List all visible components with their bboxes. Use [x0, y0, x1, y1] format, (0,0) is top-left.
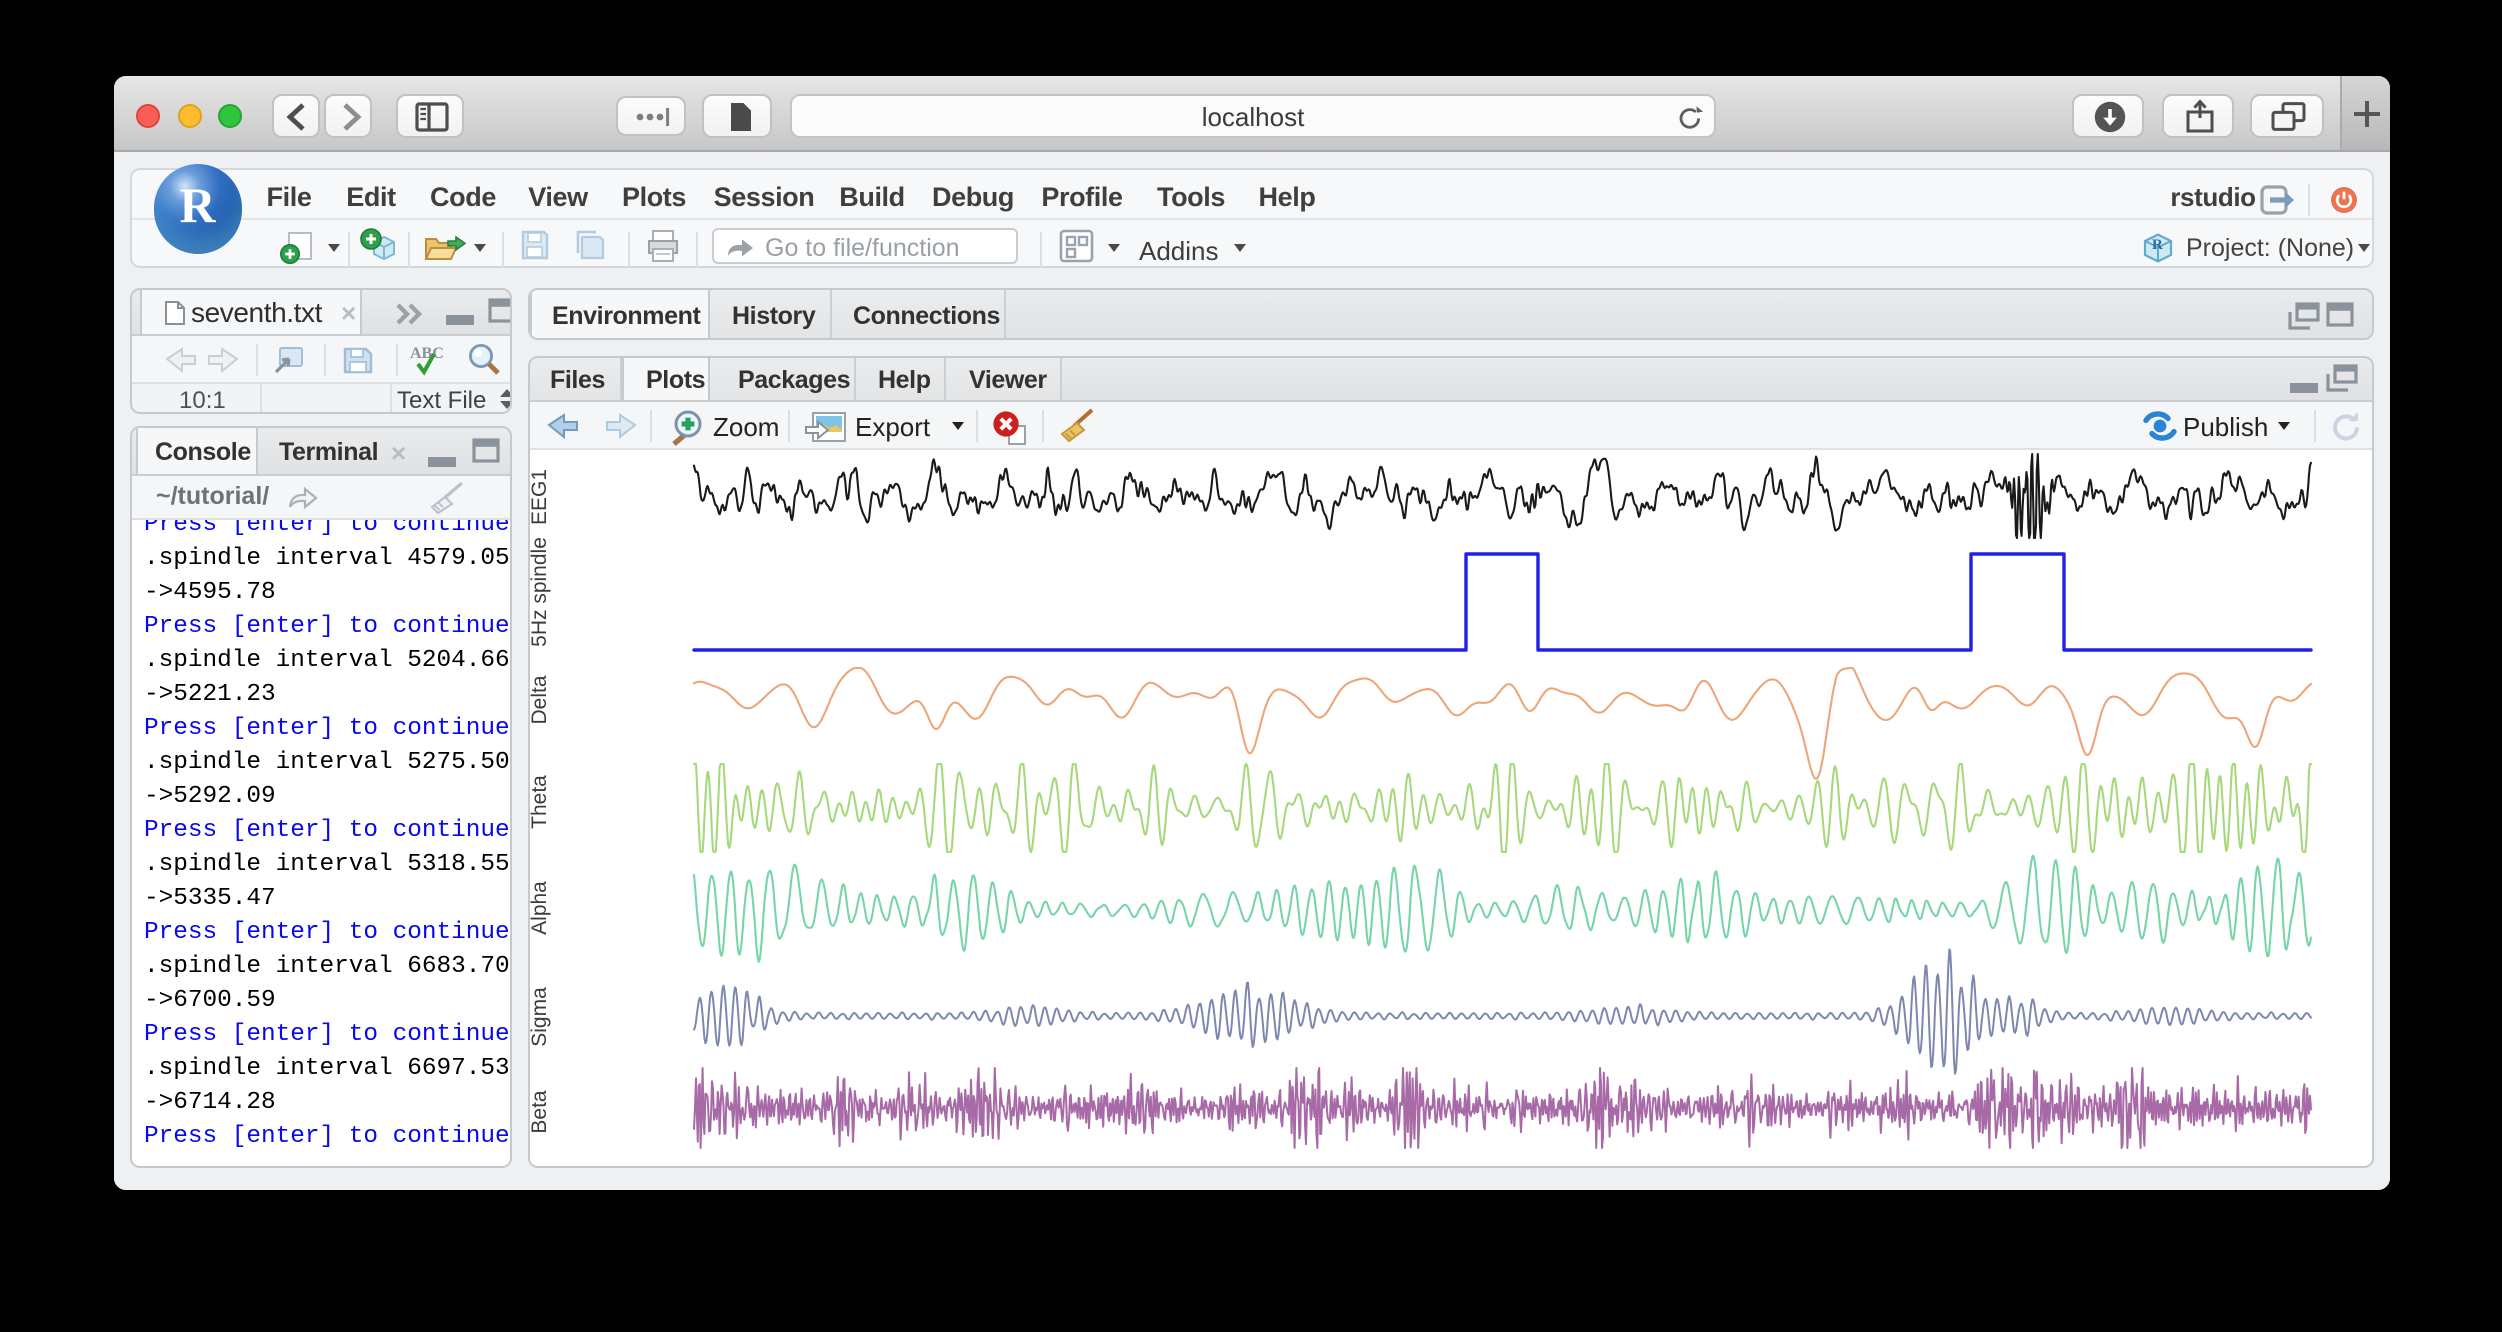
svg-text:Alpha: Alpha: [530, 881, 551, 935]
svg-text:Theta: Theta: [530, 775, 551, 829]
svg-text:5Hz spindle: 5Hz spindle: [530, 537, 551, 647]
svg-text:Beta: Beta: [530, 1090, 551, 1134]
svg-text:Sigma: Sigma: [530, 987, 551, 1047]
svg-text:R: R: [2151, 237, 2162, 253]
svg-text:ABC: ABC: [409, 344, 443, 361]
svg-text:Delta: Delta: [530, 675, 551, 724]
svg-text:EEG1: EEG1: [530, 469, 551, 525]
